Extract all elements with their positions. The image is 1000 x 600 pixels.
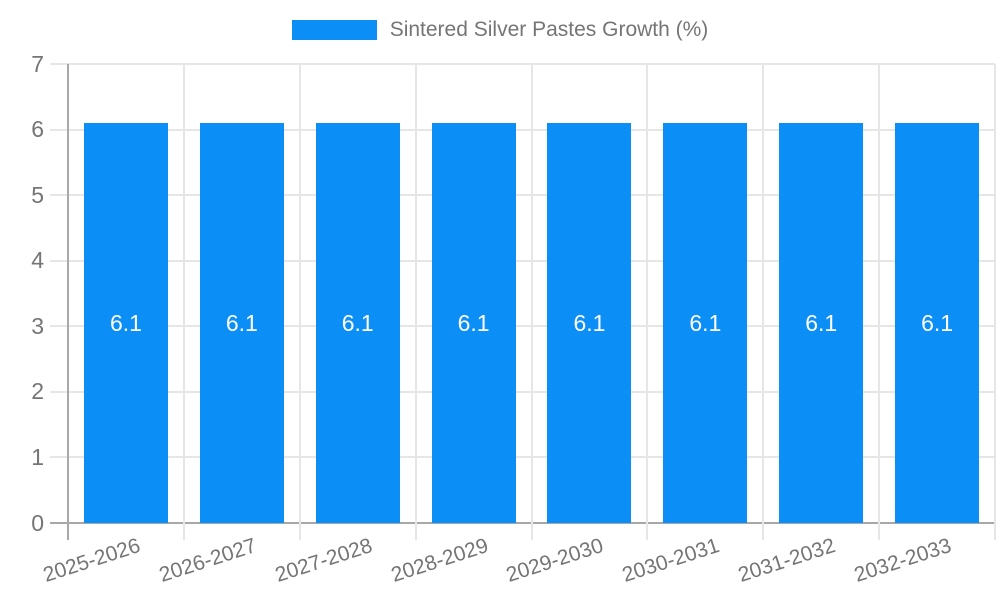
bar-value-label: 6.1 [109,309,142,336]
bar-value-label: 6.1 [805,309,838,336]
y-axis-tick-label: 6 [31,116,44,143]
bar-value-label: 6.1 [457,309,490,336]
y-axis-tick-label: 5 [31,181,44,208]
bar [315,123,400,523]
bar-value-label: 6.1 [921,309,954,336]
y-gridline [50,325,995,328]
y-axis-tick-label: 3 [31,312,44,339]
y-gridline [50,390,995,393]
y-axis-tick-label: 1 [31,443,44,470]
x-gridline [878,64,881,540]
bar-value-label: 6.1 [573,309,606,336]
bar [547,123,632,523]
x-gridline [762,64,765,540]
y-gridline [50,63,995,65]
y-gridline [50,456,995,459]
legend-label: Sintered Silver Pastes Growth (%) [389,18,709,41]
x-gridline [414,64,417,540]
bar [663,123,748,523]
x-gridline [182,64,185,540]
y-gridline [50,194,995,197]
y-axis-tick-label: 7 [31,50,44,77]
bar [199,123,284,523]
bar-value-label: 6.1 [689,309,722,336]
legend-swatch-icon [291,20,377,40]
bar [779,123,864,523]
bar [431,123,516,523]
y-axis-tick-label: 2 [31,378,44,405]
bar-value-label: 6.1 [341,309,374,336]
y-axis-tick-label: 0 [31,509,44,536]
y-gridline [50,128,995,131]
bar-value-label: 6.1 [225,309,258,336]
bar [895,123,980,523]
x-gridline [994,64,996,540]
y-gridline [50,259,995,262]
bar [83,123,168,523]
y-axis-line [67,64,69,540]
x-gridline [646,64,649,540]
chart-legend: Sintered Silver Pastes Growth (%) [0,18,1000,42]
x-axis-baseline [50,522,995,524]
x-gridline [530,64,533,540]
y-axis-tick-label: 4 [31,247,44,274]
x-gridline [298,64,301,540]
